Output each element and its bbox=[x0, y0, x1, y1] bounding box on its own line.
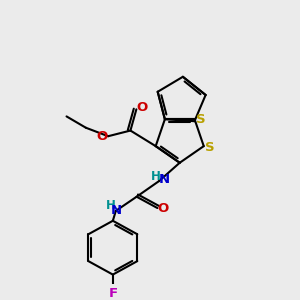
Text: N: N bbox=[110, 203, 122, 217]
Text: O: O bbox=[158, 202, 169, 215]
Text: F: F bbox=[108, 287, 117, 300]
Text: S: S bbox=[206, 141, 215, 154]
Text: H: H bbox=[106, 199, 116, 212]
Text: O: O bbox=[136, 101, 147, 114]
Text: O: O bbox=[97, 130, 108, 143]
Text: S: S bbox=[196, 113, 206, 126]
Text: H: H bbox=[151, 169, 161, 183]
Text: N: N bbox=[159, 173, 170, 186]
